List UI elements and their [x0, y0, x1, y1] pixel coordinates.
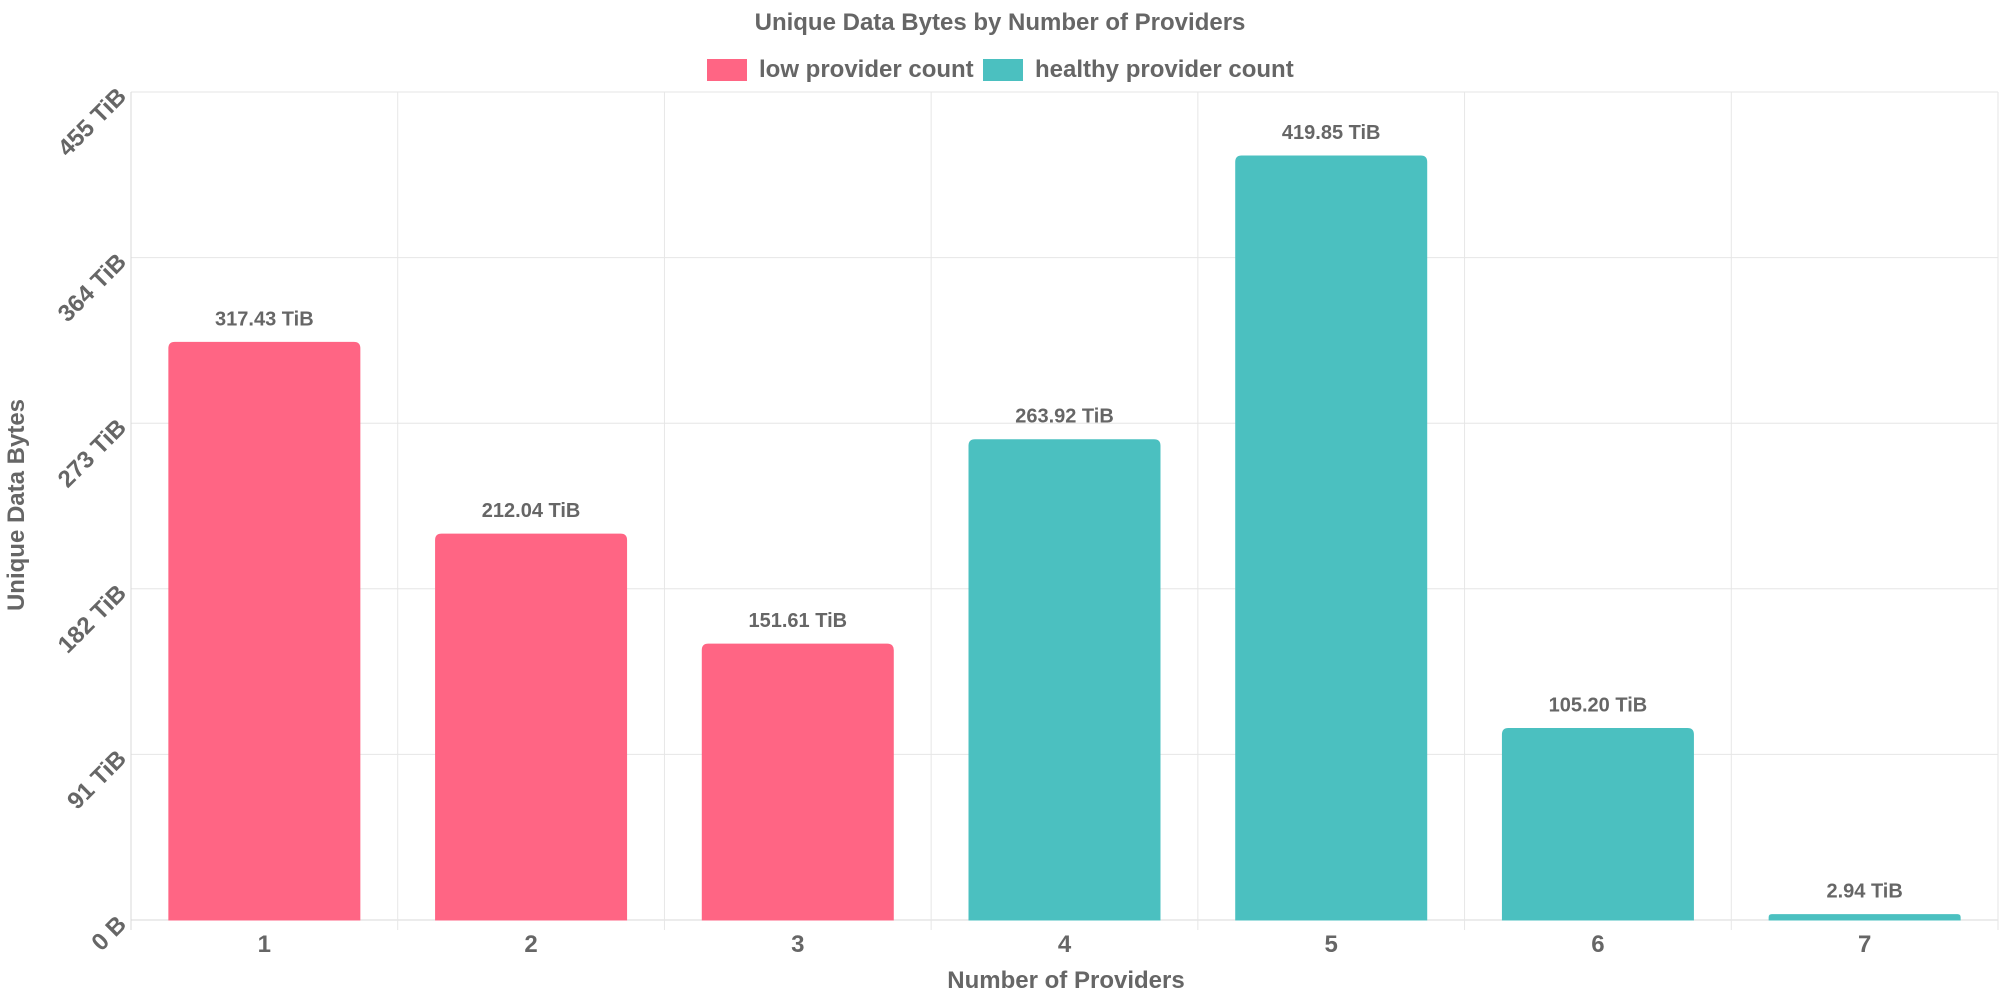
data-label-6: 105.20 TiB — [1549, 695, 1648, 717]
data-labels: 317.43 TiB 212.04 TiB 151.61 TiB 263.92 TiB… — [215, 122, 1903, 903]
x-tick-label-7: 7 — [1858, 931, 1871, 958]
bars — [168, 155, 1961, 921]
y-tick-label: 455 TiB — [53, 83, 132, 162]
bar-7[interactable] — [1768, 914, 1961, 921]
legend: low provider count healthy provider coun… — [707, 56, 1294, 83]
bar-6[interactable] — [1501, 728, 1694, 921]
legend-label-low-provider-count[interactable]: low provider count — [759, 56, 974, 83]
bar-4[interactable] — [968, 439, 1161, 921]
data-label-4: 263.92 TiB — [1015, 406, 1114, 428]
y-tick-label: 91 TiB — [62, 745, 132, 815]
y-tick-label: 273 TiB — [53, 414, 132, 493]
y-axis-ticks: 0 B 91 TiB 182 TiB 273 TiB 364 TiB 455 TiB — [53, 83, 132, 957]
legend-swatch-low-provider-count[interactable] — [707, 59, 747, 81]
x-tick-label-6: 6 — [1591, 931, 1604, 958]
y-tick-label: 0 B — [86, 911, 132, 957]
bar-3[interactable] — [701, 643, 894, 921]
data-label-7: 2.94 TiB — [1826, 881, 1902, 903]
legend-label-healthy-provider-count[interactable]: healthy provider count — [1035, 56, 1294, 83]
x-tick-label-5: 5 — [1325, 931, 1338, 958]
x-tick-label-1: 1 — [258, 931, 271, 958]
x-tick-label-4: 4 — [1058, 931, 1072, 958]
chart-title: Unique Data Bytes by Number of Providers — [755, 9, 1246, 36]
y-tick-label: 182 TiB — [53, 580, 132, 659]
bar-1[interactable] — [168, 341, 361, 921]
y-axis-title: Unique Data Bytes — [3, 399, 30, 611]
data-label-2: 212.04 TiB — [482, 500, 581, 522]
legend-swatch-healthy-provider-count[interactable] — [983, 59, 1023, 81]
data-label-3: 151.61 TiB — [748, 610, 847, 632]
y-tick-label: 364 TiB — [53, 248, 132, 327]
x-axis-ticks: 1 2 3 4 5 6 7 — [258, 931, 1872, 958]
data-label-5: 419.85 TiB — [1282, 122, 1381, 144]
x-tick-label-2: 2 — [524, 931, 537, 958]
bar-2[interactable] — [435, 533, 628, 921]
x-axis-title: Number of Providers — [947, 967, 1184, 994]
x-tick-label-3: 3 — [791, 931, 804, 958]
bar-5[interactable] — [1235, 155, 1428, 921]
data-label-1: 317.43 TiB — [215, 308, 314, 330]
